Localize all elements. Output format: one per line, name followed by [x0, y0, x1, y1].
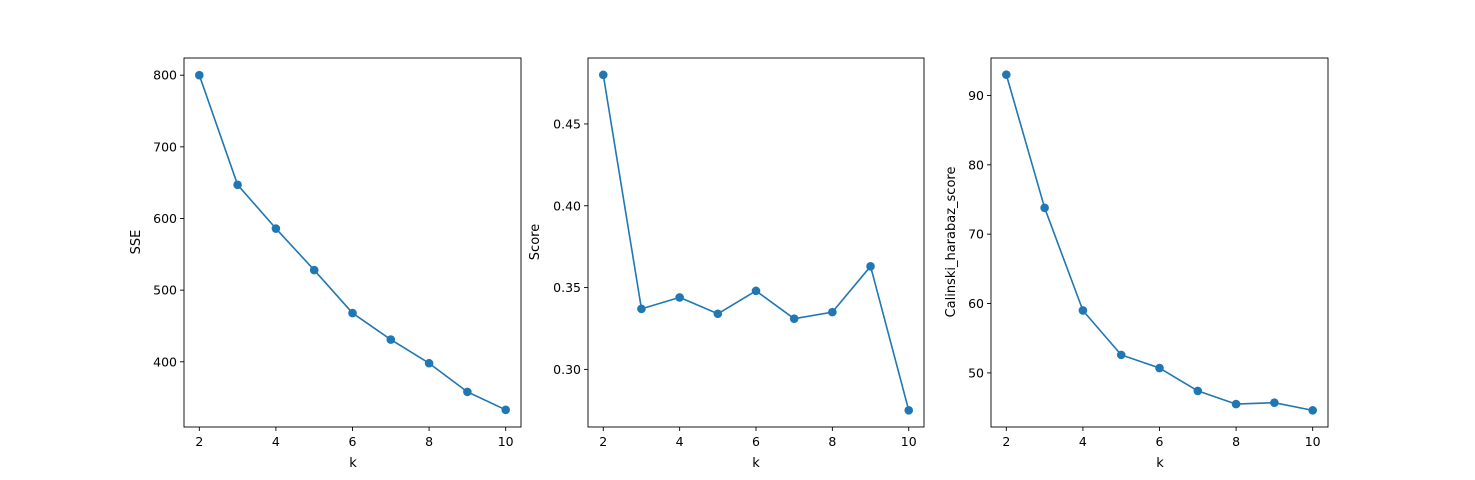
score-chart-data-point: [828, 307, 837, 317]
calinski-chart-data-point: [1078, 306, 1088, 315]
score-chart-data-point: [751, 286, 761, 296]
sse-chart-data-point: [463, 387, 472, 397]
calinski-chart-data-point: [1155, 363, 1164, 373]
score-chart-xtick-label: 6: [752, 434, 760, 449]
score-chart-ytick-label: 0.30: [553, 362, 581, 377]
sse-chart-xlabel: k: [349, 456, 357, 471]
calinski-chart-data-point: [1231, 399, 1241, 409]
calinski-chart-ylabel: Calinski_harabaz_score: [944, 167, 959, 318]
sse-chart-data-point: [348, 308, 357, 318]
sse-chart-data-point: [386, 335, 396, 344]
calinski-chart-ytick-label: 80: [968, 157, 984, 172]
calinski-chart-data-point: [1040, 203, 1049, 213]
calinski-chart-xtick-label: 8: [1232, 434, 1240, 449]
score-chart-data-point: [866, 262, 875, 271]
calinski-chart-xtick-label: 4: [1079, 434, 1087, 449]
sse-chart-axes-frame: [183, 57, 522, 428]
sse-chart-ytick-label: 800: [153, 68, 177, 83]
sse-chart-ytick-label: 400: [153, 354, 177, 369]
calinski-chart-xtick-label: 6: [1156, 434, 1164, 449]
calinski-chart-xtick-label: 10: [1305, 434, 1321, 449]
calinski-chart-ytick-label: 90: [968, 88, 984, 103]
sse-chart-xtick-label: 8: [425, 434, 433, 449]
score-chart-data-point: [904, 406, 914, 415]
calinski-chart-data-point: [1308, 406, 1317, 415]
score-chart-xtick-label: 8: [828, 434, 836, 449]
score-chart-ytick-label: 0.35: [553, 280, 581, 295]
sse-chart-data-point: [501, 405, 510, 415]
score-chart-xlabel: k: [752, 456, 760, 471]
score-chart-xtick-label: 10: [901, 434, 917, 449]
score-chart-panel: k Score 2 4 6 8 10 0.30 0.35 0.40 0.45: [528, 57, 925, 471]
calinski-chart-ytick-label: 60: [968, 296, 984, 311]
sse-chart-panel: k SSE 2 4 6 8 10 400 500 600 700 800: [129, 57, 522, 471]
sse-chart-xtick-label: 6: [349, 434, 357, 449]
sse-chart-xtick-label: 4: [272, 434, 280, 449]
calinski-chart-data-point: [1002, 70, 1011, 79]
sse-chart-data-point: [424, 358, 434, 368]
calinski-chart-ytick-label: 70: [968, 227, 984, 242]
calinski-chart-axes-frame: [990, 57, 1329, 428]
score-chart-xtick-label: 4: [676, 434, 684, 449]
sse-chart-ylabel: SSE: [129, 230, 144, 255]
score-chart-data-point: [637, 304, 646, 314]
score-chart-data-point: [675, 293, 684, 302]
score-chart-data-point: [713, 309, 723, 319]
calinski-chart-data-point: [1193, 386, 1203, 396]
calinski-chart-ytick-label: 50: [968, 365, 984, 380]
calinski-chart-xtick-label: 2: [1002, 434, 1010, 449]
calinski-chart-data-point: [1116, 350, 1126, 360]
calinski-chart-xlabel: k: [1156, 456, 1164, 471]
sse-chart-data-point: [233, 180, 242, 190]
sse-chart-ytick-label: 600: [153, 211, 177, 226]
sse-chart-data-point: [309, 265, 319, 275]
score-chart-ytick-label: 0.40: [553, 198, 581, 213]
score-chart-xtick-label: 2: [599, 434, 607, 449]
sse-chart-ytick-label: 700: [153, 139, 177, 154]
calinski-chart-data-point: [1270, 398, 1279, 408]
score-chart-ytick-label: 0.45: [553, 116, 581, 131]
sse-chart-xtick-label: 10: [498, 434, 514, 449]
score-chart-axes-frame: [587, 57, 925, 428]
sse-chart-ytick-label: 500: [153, 283, 177, 298]
score-chart-data-point: [598, 70, 608, 80]
score-chart-ylabel: Score: [528, 224, 543, 260]
sse-chart-data-point: [195, 70, 204, 80]
score-chart-data-point: [789, 314, 799, 323]
sse-chart-data-point: [271, 224, 281, 233]
sse-chart-xtick-label: 2: [195, 434, 203, 449]
calinski-chart-panel: k Calinski_harabaz_score 2 4 6 8 10 50 60 70 80 9…: [944, 57, 1329, 471]
